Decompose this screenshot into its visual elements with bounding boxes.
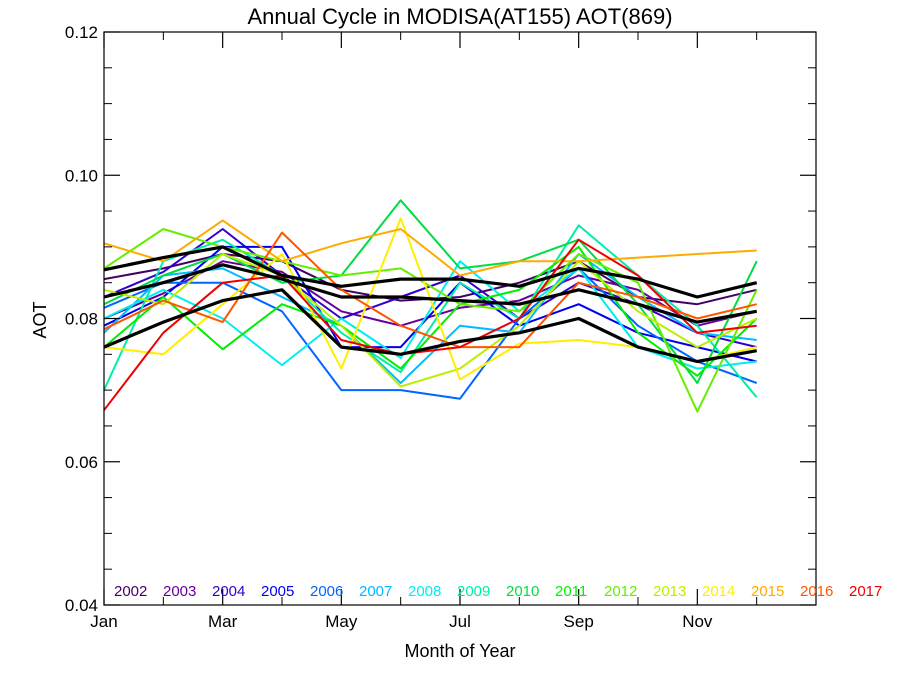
y-tick-label: 0.08 bbox=[65, 310, 98, 329]
series-line-2016 bbox=[103, 231, 757, 349]
series-line-2012 bbox=[103, 228, 758, 413]
series-line-2005 bbox=[103, 245, 757, 363]
y-tick-label: 0.10 bbox=[65, 166, 98, 185]
legend-entry-2011: 2011 bbox=[555, 583, 587, 600]
legend-entry-2015: 2015 bbox=[751, 583, 784, 600]
legend: 2002 2003 2004 2005 2006 2007 2008 2009 2010 2011… bbox=[114, 583, 882, 600]
legend-entry-2010: 2010 bbox=[506, 583, 539, 600]
summary-line-1 bbox=[103, 245, 758, 299]
y-axis-label: AOT bbox=[30, 301, 50, 338]
series-line-2013 bbox=[103, 253, 758, 388]
x-tick-label: May bbox=[325, 612, 358, 631]
x-tick-label: Jan bbox=[90, 612, 117, 631]
chart-title: Annual Cycle in MODISA(AT155) AOT(869) bbox=[247, 4, 672, 29]
series-line-2015 bbox=[103, 219, 757, 277]
y-tick-label: 0.04 bbox=[65, 596, 98, 615]
legend-entry-2016: 2016 bbox=[800, 583, 833, 600]
x-tick-label: Mar bbox=[208, 612, 238, 631]
legend-entry-2009: 2009 bbox=[457, 583, 490, 600]
axes-layer: 0.04 0.06 0.08 0.10 0.12 Jan Mar May Jul Sep Nov bbox=[65, 23, 817, 631]
series-layer bbox=[103, 199, 758, 413]
legend-entry-2004: 2004 bbox=[212, 583, 245, 600]
legend-entry-2006: 2006 bbox=[310, 583, 343, 600]
legend-entry-2012: 2012 bbox=[604, 583, 637, 600]
y-tick-label: 0.12 bbox=[65, 23, 98, 42]
summary-lines-layer bbox=[103, 245, 758, 364]
summary-line-2 bbox=[103, 263, 757, 324]
legend-entry-2007: 2007 bbox=[359, 583, 392, 600]
legend-entry-2002: 2002 bbox=[114, 583, 147, 600]
series-line-2006 bbox=[103, 267, 758, 400]
x-tick-label: Sep bbox=[564, 612, 594, 631]
y-tick-label: 0.06 bbox=[65, 453, 98, 472]
legend-entry-2017: 2017 bbox=[849, 583, 882, 600]
series-line-2017 bbox=[103, 238, 757, 411]
legend-entry-2005: 2005 bbox=[261, 583, 294, 600]
summary-line-3 bbox=[103, 288, 757, 364]
x-tick-label: Jul bbox=[449, 612, 471, 631]
legend-entry-2014: 2014 bbox=[702, 583, 735, 600]
x-axis-label: Month of Year bbox=[404, 641, 515, 661]
legend-entry-2008: 2008 bbox=[408, 583, 441, 600]
legend-entry-2013: 2013 bbox=[653, 583, 686, 600]
legend-entry-2003: 2003 bbox=[163, 583, 196, 600]
x-tick-label: Nov bbox=[682, 612, 713, 631]
